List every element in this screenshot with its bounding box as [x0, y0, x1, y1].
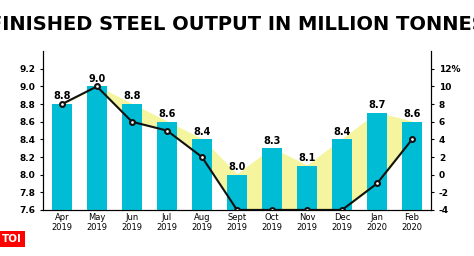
Text: FOR MORE  INFOGRAPHICS DOWNLOAD  TIMES OF INDIA APP: FOR MORE INFOGRAPHICS DOWNLOAD TIMES OF … — [62, 236, 301, 242]
Bar — [297, 166, 317, 256]
Bar — [87, 87, 107, 256]
Bar — [192, 139, 211, 256]
Bar — [52, 104, 72, 256]
Text: 8.8: 8.8 — [53, 91, 71, 101]
Text: 8.4: 8.4 — [193, 127, 210, 137]
Bar — [402, 122, 422, 256]
Bar — [228, 175, 246, 256]
Text: 8.0: 8.0 — [228, 162, 246, 172]
Bar — [157, 122, 177, 256]
Text: 8.8: 8.8 — [123, 91, 141, 101]
Text: 8.4: 8.4 — [333, 127, 351, 137]
Text: FINISHED STEEL OUTPUT IN MILLION TONNES: FINISHED STEEL OUTPUT IN MILLION TONNES — [0, 15, 474, 34]
Text: 8.7: 8.7 — [368, 100, 386, 110]
Text: 8.3: 8.3 — [264, 135, 281, 146]
Bar — [367, 113, 387, 256]
Text: TOI: TOI — [2, 234, 22, 244]
Text: 8.6: 8.6 — [158, 109, 176, 119]
Text: 8.1: 8.1 — [298, 153, 316, 163]
Bar — [332, 139, 352, 256]
Text: 9.0: 9.0 — [88, 74, 106, 84]
Bar — [263, 148, 282, 256]
Bar — [122, 104, 142, 256]
Text: 8.6: 8.6 — [403, 109, 421, 119]
